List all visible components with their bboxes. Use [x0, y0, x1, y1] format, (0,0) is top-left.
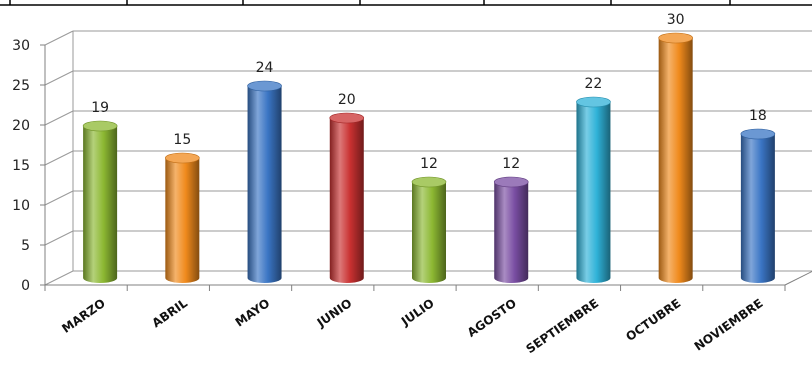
bar: [82, 120, 118, 283]
data-label: 20: [338, 92, 356, 108]
data-label: 18: [749, 108, 767, 124]
top-table-lines: [0, 0, 812, 6]
data-label: 12: [420, 156, 438, 172]
gridline-diagonal: [44, 110, 74, 126]
bar: [740, 128, 776, 283]
gridline-diagonal: [44, 70, 74, 86]
bar-body: [740, 134, 775, 283]
bar-top: [82, 120, 118, 132]
y-tick-label: 25: [12, 78, 30, 94]
bar-body: [329, 118, 364, 283]
data-label: 22: [585, 76, 603, 92]
category-label: OCTUBRE: [623, 296, 683, 344]
bar: [411, 176, 447, 283]
bar: [576, 96, 611, 283]
y-tick-label: 30: [12, 38, 30, 54]
bar: [247, 80, 282, 283]
bar-body: [165, 158, 200, 283]
bar: [493, 176, 529, 283]
y-tick-label: 5: [21, 238, 30, 254]
bar-body: [247, 86, 282, 283]
bar-top: [411, 176, 447, 188]
category-label: JULIO: [398, 296, 437, 329]
y-tick-label: 10: [12, 198, 30, 214]
bars: [82, 32, 776, 283]
gridline-diagonal: [44, 150, 74, 166]
gridline-diagonal: [44, 30, 74, 46]
bar-top: [493, 176, 529, 188]
gridline-diagonal: [44, 190, 74, 206]
data-label: 15: [173, 132, 191, 148]
axes: [40, 44, 812, 291]
y-tick-label: 0: [21, 278, 30, 294]
category-label: AGOSTO: [465, 296, 519, 340]
category-label: NOVIEMBRE: [692, 296, 766, 354]
y-tick-label: 20: [12, 118, 30, 134]
bar-body: [658, 38, 693, 283]
data-label: 19: [91, 100, 109, 116]
bar-body: [494, 182, 529, 283]
category-label: MAYO: [233, 296, 273, 330]
bar-top: [576, 96, 611, 108]
data-label: 30: [667, 12, 685, 28]
y-tick-label: 15: [12, 158, 30, 174]
bar-top: [740, 128, 776, 140]
bar-body: [83, 126, 118, 283]
bar: [165, 152, 200, 283]
category-label: ABRIL: [149, 296, 190, 330]
y-axis-tick-labels: 0 5 10 15 20 25 30: [12, 38, 30, 294]
x-axis-category-labels: MARZO ABRIL MAYO JUNIO JULIO AGOSTO SEPTIEMBRE…: [59, 296, 765, 356]
gridline-diagonal: [44, 230, 74, 246]
bar-top: [658, 32, 693, 44]
bar-body: [576, 102, 611, 283]
gridline-diagonal: [44, 270, 74, 286]
category-label: MARZO: [59, 296, 107, 336]
data-labels: 19 15 24 20 12 12 22 30 18: [91, 12, 767, 172]
bar-top: [329, 112, 365, 124]
data-label: 12: [502, 156, 520, 172]
bar-top: [165, 152, 200, 164]
bar-top: [247, 80, 282, 92]
bar: [658, 32, 693, 283]
bar: [329, 112, 365, 283]
category-label: JUNIO: [314, 296, 355, 330]
category-label: SEPTIEMBRE: [523, 296, 601, 356]
data-label: 24: [256, 60, 274, 76]
bar-body: [412, 182, 446, 283]
